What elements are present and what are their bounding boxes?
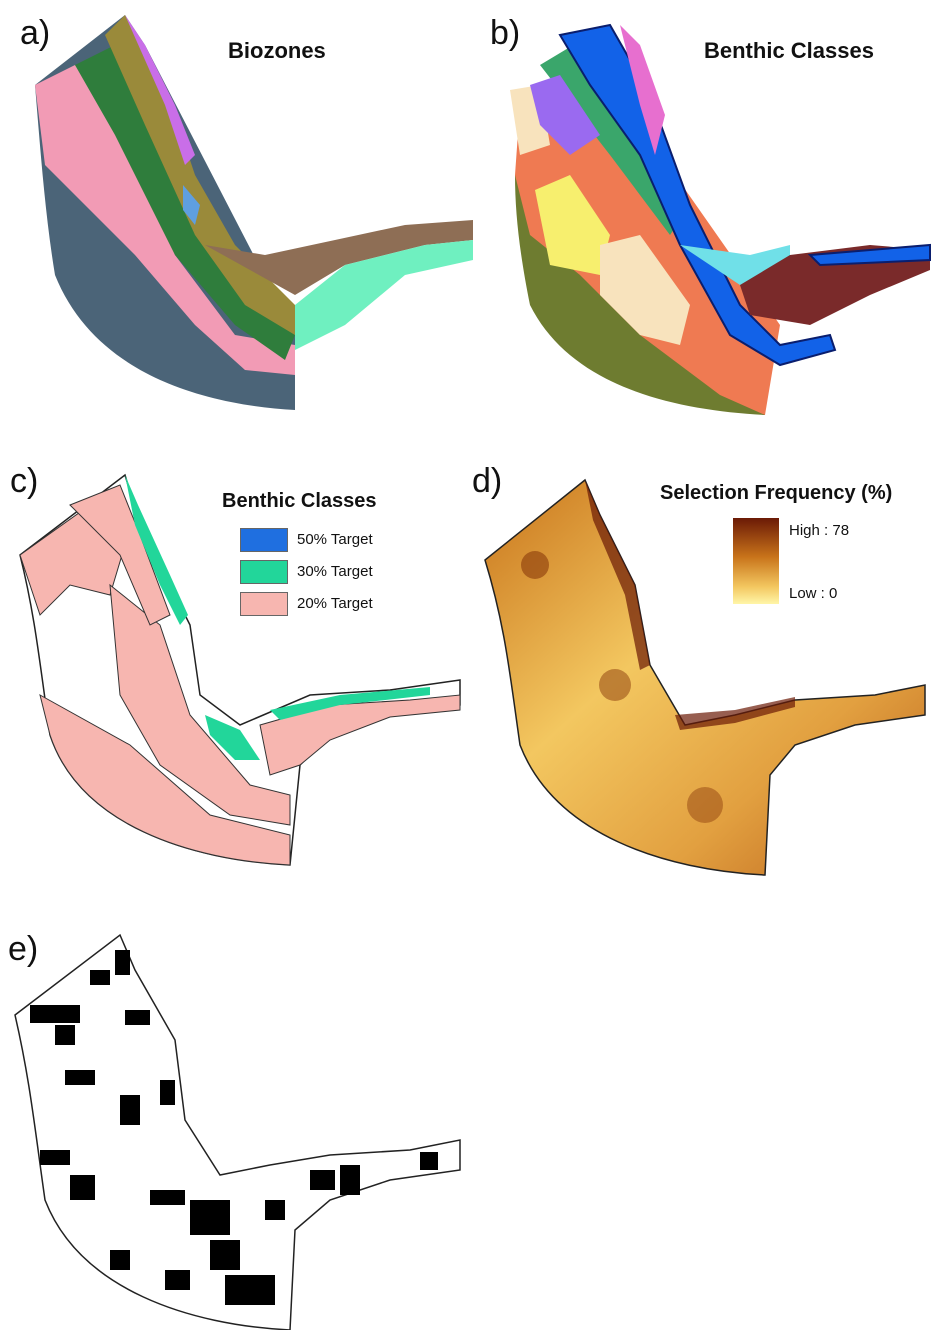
selected-unit — [70, 1175, 95, 1200]
biozone-pink — [35, 65, 295, 375]
selected-unit — [340, 1165, 360, 1195]
selected-unit — [420, 1152, 438, 1170]
selected-units — [30, 950, 438, 1305]
panel-c-title: Benthic Classes — [222, 490, 377, 512]
panel-d-label: d) — [472, 462, 503, 500]
panel-d-title: Selection Frequency (%) — [660, 482, 893, 504]
biozones-map — [35, 15, 473, 410]
selected-planning-units-map — [14, 933, 461, 1330]
legend-swatch-30 — [240, 560, 288, 584]
benthic-blue-east — [807, 243, 931, 267]
selection-frequency-map — [484, 478, 926, 876]
selected-unit — [160, 1080, 175, 1105]
biozone-olive — [105, 15, 295, 335]
benthic-yellow — [535, 175, 610, 275]
frequency-hotspot-coast — [585, 480, 650, 670]
selected-unit — [110, 1250, 130, 1270]
target-20-south — [39, 694, 291, 866]
selected-unit — [225, 1275, 275, 1305]
panel-e-label: e) — [8, 930, 39, 968]
selected-unit — [120, 1095, 140, 1125]
frequency-surface — [484, 478, 926, 876]
legend-low: Low : 0 — [789, 585, 838, 602]
legend-high: High : 78 — [789, 522, 850, 539]
selected-unit — [210, 1240, 240, 1270]
target-classes-map — [19, 473, 461, 866]
benthic-orange — [515, 65, 780, 415]
panel-c-label: c) — [10, 462, 39, 500]
legend-label-20: 20% Target — [297, 595, 373, 612]
selected-unit — [150, 1190, 185, 1205]
selected-unit — [310, 1170, 335, 1190]
selected-unit — [40, 1150, 70, 1165]
benthic-maroon — [740, 245, 930, 325]
panel-b-title: Benthic Classes — [704, 38, 874, 63]
planning-outline — [14, 933, 461, 1330]
biozone-blue — [183, 185, 200, 225]
target-20-east — [259, 694, 461, 776]
frequency-hotspot-1 — [521, 551, 549, 579]
selected-unit — [90, 970, 110, 985]
selected-unit — [190, 1200, 230, 1235]
biozone-purple — [125, 15, 195, 165]
panel-b-label: b) — [490, 14, 521, 52]
target-20-mid — [109, 583, 291, 826]
biozone-aqua — [295, 240, 473, 350]
legend-label-50: 50% Target — [297, 531, 373, 548]
legend-label-30: 30% Target — [297, 563, 373, 580]
target-30-coast — [125, 475, 188, 625]
benthic-classes-map — [510, 23, 931, 415]
frequency-hotspot-2 — [599, 669, 631, 701]
selected-unit — [265, 1200, 285, 1220]
selected-unit — [30, 1005, 80, 1023]
target-30-strip — [270, 687, 430, 720]
benthic-cream — [600, 235, 690, 345]
selected-unit — [125, 1010, 150, 1025]
selected-unit — [55, 1025, 75, 1045]
panel-a-title: Biozones — [228, 38, 326, 63]
benthic-pink-coast — [620, 25, 665, 155]
selected-unit — [115, 950, 130, 975]
frequency-hotspot-east — [675, 697, 795, 730]
target-20-north — [69, 484, 171, 626]
legend-swatch-50 — [240, 528, 288, 552]
frequency-hotspot-3 — [687, 787, 723, 823]
biozone-brown — [205, 220, 473, 295]
selected-unit — [65, 1070, 95, 1085]
frequency-color-ramp — [733, 518, 779, 604]
target-30-east — [205, 715, 260, 760]
panel-a-label: a) — [20, 14, 51, 52]
legend-swatch-20 — [240, 592, 288, 616]
selected-unit — [165, 1270, 190, 1290]
benthic-lavender — [530, 75, 600, 155]
